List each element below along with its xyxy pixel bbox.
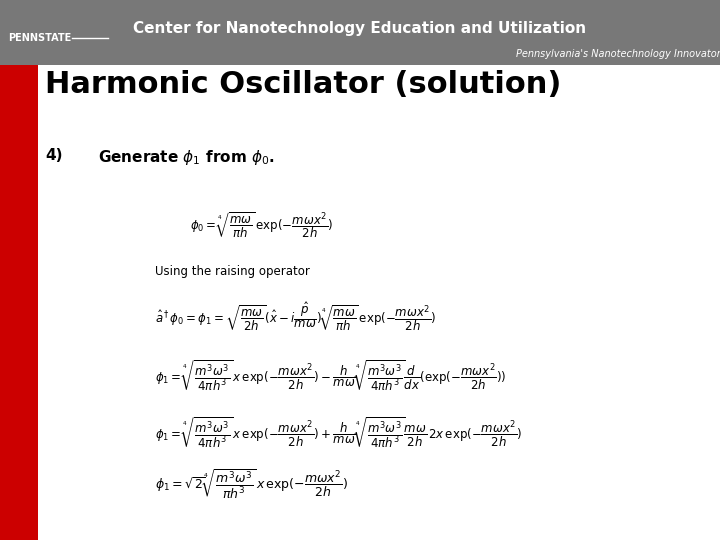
Text: $\hat{a}^\dagger\phi_0 = \phi_1 = \sqrt{\dfrac{m\omega}{2h}}(\hat{x}-i\dfrac{\ha: $\hat{a}^\dagger\phi_0 = \phi_1 = \sqrt{… xyxy=(155,300,436,333)
Text: Harmonic Oscillator (solution): Harmonic Oscillator (solution) xyxy=(45,70,562,99)
Text: Generate $\phi_1$ from $\phi_0$.: Generate $\phi_1$ from $\phi_0$. xyxy=(98,148,275,167)
Text: Center for Nanotechnology Education and Utilization: Center for Nanotechnology Education and … xyxy=(133,21,587,36)
Bar xyxy=(0,65,38,540)
Text: $\phi_1 = \sqrt[4]{\dfrac{m^3\omega^3}{4\pi h^3}}\,x\,\mathrm{exp}(-\dfrac{m\ome: $\phi_1 = \sqrt[4]{\dfrac{m^3\omega^3}{4… xyxy=(155,358,506,393)
Text: PENNSTATE: PENNSTATE xyxy=(8,33,71,43)
Text: $\phi_0 = \sqrt[4]{\dfrac{m\omega}{\pi h}}\,\mathrm{exp}(-\dfrac{m\omega x^2}{2h: $\phi_0 = \sqrt[4]{\dfrac{m\omega}{\pi h… xyxy=(190,210,333,240)
Text: Using the raising operator: Using the raising operator xyxy=(155,265,310,278)
Bar xyxy=(0,0,720,65)
Text: $\phi_1 = \sqrt{2}\sqrt[4]{\dfrac{m^3\omega^3}{\pi h^3}}\,x\,\mathrm{exp}(-\dfra: $\phi_1 = \sqrt{2}\sqrt[4]{\dfrac{m^3\om… xyxy=(155,468,348,502)
Text: $\phi_1 = \sqrt[4]{\dfrac{m^3\omega^3}{4\pi h^3}}\,x\,\mathrm{exp}(-\dfrac{m\ome: $\phi_1 = \sqrt[4]{\dfrac{m^3\omega^3}{4… xyxy=(155,415,523,450)
Text: 4): 4) xyxy=(45,148,63,163)
Text: Pennsylvania's Nanotechnology Innovator!: Pennsylvania's Nanotechnology Innovator! xyxy=(516,49,720,59)
